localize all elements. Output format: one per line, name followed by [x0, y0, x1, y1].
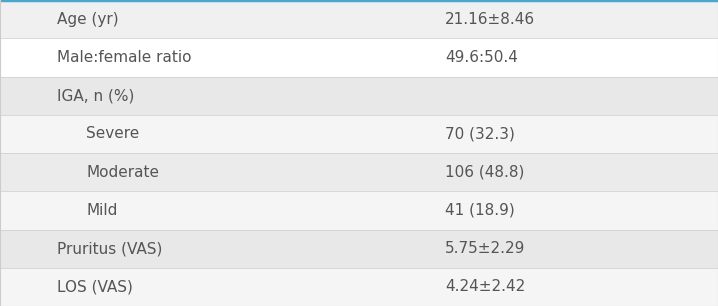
- Bar: [0, 76, 718, 115]
- Bar: [0, 153, 718, 191]
- Text: Severe: Severe: [86, 126, 139, 141]
- Text: Male:female ratio: Male:female ratio: [57, 50, 192, 65]
- Text: 41 (18.9): 41 (18.9): [445, 203, 515, 218]
- Text: 4.24±2.42: 4.24±2.42: [445, 279, 526, 294]
- Text: 21.16±8.46: 21.16±8.46: [445, 12, 536, 27]
- Text: IGA, n (%): IGA, n (%): [57, 88, 135, 103]
- Text: LOS (VAS): LOS (VAS): [57, 279, 134, 294]
- Bar: [0, 191, 718, 230]
- Bar: [0, 115, 718, 153]
- Text: 106 (48.8): 106 (48.8): [445, 165, 525, 180]
- Bar: [0, 38, 718, 76]
- Text: Mild: Mild: [86, 203, 118, 218]
- Bar: [0, 0, 718, 38]
- Text: 49.6:50.4: 49.6:50.4: [445, 50, 518, 65]
- Text: Pruritus (VAS): Pruritus (VAS): [57, 241, 163, 256]
- Text: 70 (32.3): 70 (32.3): [445, 126, 515, 141]
- Text: 5.75±2.29: 5.75±2.29: [445, 241, 526, 256]
- Bar: [0, 230, 718, 268]
- Text: Age (yr): Age (yr): [57, 12, 119, 27]
- Text: Moderate: Moderate: [86, 165, 159, 180]
- Bar: [0, 268, 718, 306]
